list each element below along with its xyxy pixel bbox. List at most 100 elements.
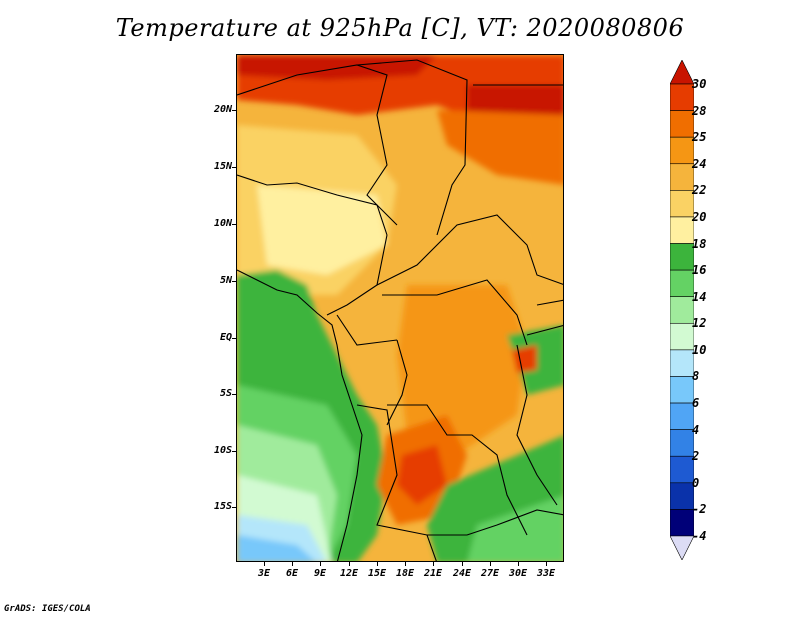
lat-tick <box>232 224 236 225</box>
border-line <box>387 404 528 536</box>
colorbar-label: 18 <box>692 236 707 251</box>
border-line <box>526 324 563 336</box>
border-line <box>237 174 388 236</box>
lon-label: 30E <box>508 568 528 579</box>
colorbar-segment <box>670 110 694 138</box>
colorbar-label: 0 <box>692 475 700 490</box>
south-hotspot-core <box>397 445 447 505</box>
colorbar-label: 24 <box>692 156 707 171</box>
lon-label: 33E <box>536 568 556 579</box>
colorbar-label: 6 <box>692 396 700 411</box>
lon-label: 24E <box>452 568 472 579</box>
lon-tick <box>490 562 491 566</box>
colorbar-segment <box>670 136 694 165</box>
colorbar-label: 30 <box>692 77 707 91</box>
border-line <box>237 64 398 226</box>
colorbar-label: 8 <box>692 369 700 384</box>
lon-tick <box>264 562 265 566</box>
lat-tick <box>232 110 236 111</box>
colorbar-label: -4 <box>692 529 707 543</box>
lat-label: 10S <box>213 445 232 456</box>
border-line <box>536 299 563 306</box>
lat-label: 15N <box>213 161 232 172</box>
border-line <box>376 214 563 286</box>
lat-label: EQ <box>219 332 232 343</box>
lon-tick <box>377 562 378 566</box>
lon-label: 18E <box>395 568 415 579</box>
lon-tick <box>292 562 293 566</box>
colorbar-label: 12 <box>692 316 707 331</box>
colorbar-segment <box>670 349 694 377</box>
border-line <box>426 534 437 561</box>
colorbar-segment <box>670 83 694 111</box>
central-orange-basin <box>397 285 527 455</box>
lat-tick <box>232 338 236 339</box>
colorbar-top-arrow <box>670 60 694 85</box>
lat-tick <box>232 507 236 508</box>
lon-label: 15E <box>367 568 387 579</box>
border-line <box>326 234 388 316</box>
southwest-cooler-blue <box>237 535 315 561</box>
chart-title: Temperature at 925hPa [C], VT: 202008080… <box>115 14 685 42</box>
colorbar-label: -2 <box>692 502 707 517</box>
colorbar-segment <box>670 322 694 351</box>
lon-tick <box>433 562 434 566</box>
lat-tick <box>232 281 236 282</box>
colorbar-segment <box>670 163 694 191</box>
colorbar-segment <box>670 455 694 484</box>
colorbar-label: 16 <box>692 263 707 278</box>
lon-tick <box>518 562 519 566</box>
border-line <box>336 314 398 346</box>
colorbar-segment <box>670 376 694 404</box>
lon-label: 21E <box>423 568 443 579</box>
country-borders <box>237 59 563 561</box>
lon-label: 27E <box>480 568 500 579</box>
lon-tick <box>320 562 321 566</box>
colorbar-segment <box>670 402 694 430</box>
lon-tick <box>462 562 463 566</box>
lon-label: 6E <box>285 568 299 579</box>
coastline <box>237 269 363 561</box>
colorbar-label: 14 <box>692 289 707 304</box>
lat-label: 5N <box>219 275 232 286</box>
colorbar-segment <box>670 482 694 510</box>
map-svg <box>237 55 563 561</box>
lat-label: 5S <box>219 388 232 399</box>
lat-label: 15S <box>213 501 232 512</box>
lon-tick <box>546 562 547 566</box>
colorbar-segment <box>670 216 694 244</box>
lon-label: 9E <box>313 568 327 579</box>
colorbar-label: 4 <box>692 422 700 437</box>
border-line <box>386 339 408 426</box>
lat-tick <box>232 167 236 168</box>
lon-tick <box>405 562 406 566</box>
border-line <box>356 59 468 236</box>
colorbar-bottom-arrow <box>670 535 694 560</box>
colorbar-segment <box>670 190 694 218</box>
lat-tick <box>232 394 236 395</box>
lon-label: 3E <box>257 568 271 579</box>
temperature-map <box>236 54 564 562</box>
southeast-light-green <box>467 495 563 561</box>
light-yellow-region <box>257 185 387 275</box>
colorbar-label: 22 <box>692 183 707 198</box>
colorbar-segment <box>670 509 694 537</box>
colorbar-label: 25 <box>692 130 707 145</box>
lat-label: 20N <box>213 104 232 115</box>
border-line <box>382 279 528 346</box>
north-hottest-band <box>237 55 437 80</box>
colorbar <box>670 60 694 560</box>
lat-tick <box>232 451 236 452</box>
colorbar-label: 10 <box>692 342 707 357</box>
colorbar-label: 2 <box>692 449 700 464</box>
colorbar-label: 20 <box>692 209 707 224</box>
northeast-orange <box>437 110 563 185</box>
lat-label: 10N <box>213 218 232 229</box>
colorbar-segment <box>670 429 694 457</box>
colorbar-segment <box>670 269 694 298</box>
colorbar-segment <box>670 243 694 271</box>
colorbar-segment <box>670 296 694 324</box>
lon-label: 12E <box>339 568 359 579</box>
lon-tick <box>349 562 350 566</box>
colorbar-label: 28 <box>692 103 707 118</box>
